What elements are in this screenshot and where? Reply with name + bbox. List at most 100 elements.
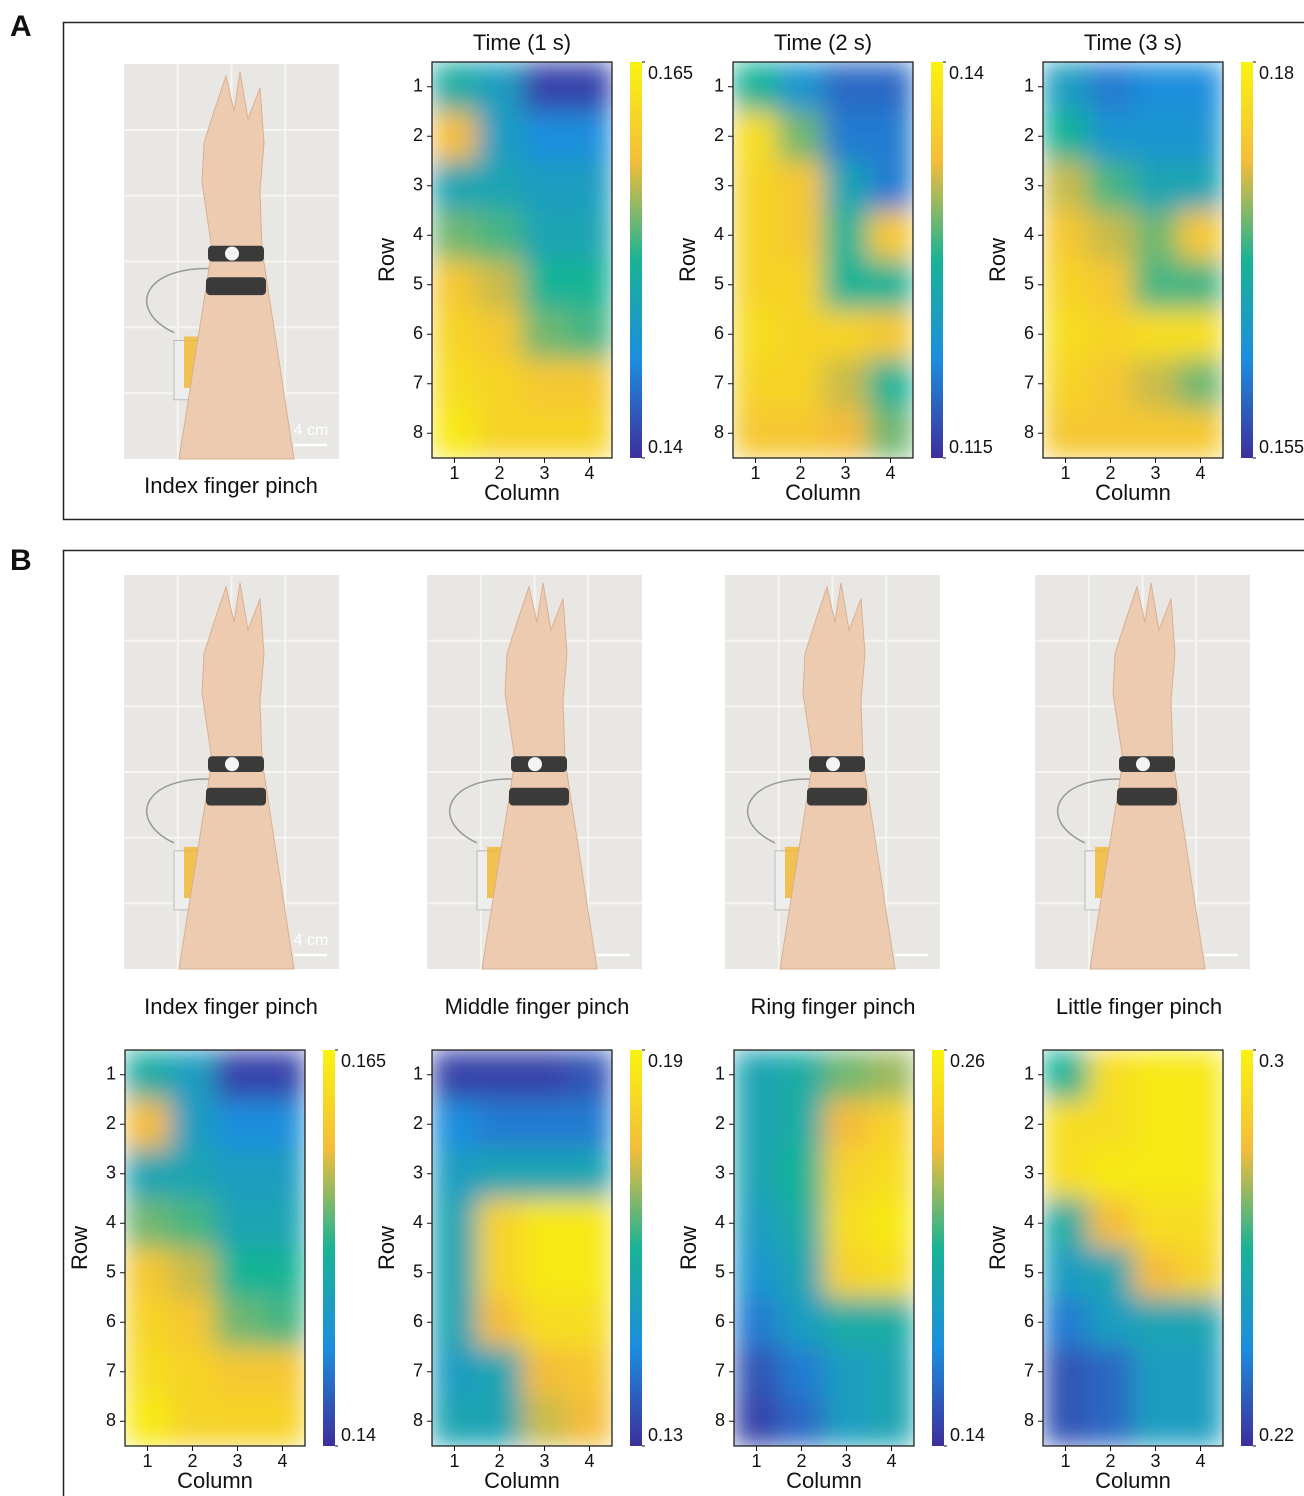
heatmap-cell [170,1050,216,1100]
x-tick-label: 4 [277,1451,287,1471]
heatmap-cell [778,359,824,409]
heatmap-cell [869,1298,915,1348]
x-axis-label: Column [786,1468,862,1493]
heatmap-cell [1178,112,1224,162]
heatmap-cell [522,1347,568,1397]
y-axis-label: Row [374,238,399,282]
y-tick-label: 3 [1024,1163,1034,1183]
y-tick-label: 1 [1024,76,1034,96]
heatmap-cell [170,1397,216,1447]
y-tick-label: 3 [1024,175,1034,195]
heatmap-cell [522,1050,568,1100]
heatmap-cell [779,1397,825,1447]
heatmap-cell [522,1199,568,1249]
heatmap: Time (3 s)123456781234ColumnRow0.1550.18 [985,30,1304,505]
heatmap-cell [733,112,779,162]
heatmap-cell [1043,409,1089,459]
heatmap-cell [1088,310,1134,360]
y-tick-label: 1 [715,1064,725,1084]
heatmap-cell [1178,1298,1224,1348]
heatmap-cells [125,1050,306,1447]
heatmap-cell [1088,359,1134,409]
heatmap-cell [868,409,914,459]
colorbar [1241,62,1253,458]
heatmap-cell [125,1149,171,1199]
heatmap-cell [734,1199,780,1249]
heatmap-cell [1088,1347,1134,1397]
y-tick-label: 6 [413,1311,423,1331]
y-tick-label: 3 [714,175,724,195]
heatmap-cell [432,1149,478,1199]
heatmap-cell [567,211,613,261]
heatmap-cell [824,1298,870,1348]
y-tick-label: 5 [714,274,724,294]
y-axis-label: Row [985,238,1010,282]
photo-caption: Index finger pinch [144,473,318,498]
heatmap-cell [1133,1149,1179,1199]
colorbar [931,62,943,458]
heatmap-cell [522,112,568,162]
y-tick-label: 7 [413,373,423,393]
heatmap-cell [778,112,824,162]
heatmap-cell [1043,1100,1089,1150]
heatmap-cell [1133,1050,1179,1100]
heatmap-cell [1133,1100,1179,1150]
heatmap-cell [734,1248,780,1298]
heatmap-cell [778,62,824,112]
y-tick-label: 4 [413,224,423,244]
y-axis-label: Row [374,1226,399,1270]
heatmap-cell [432,260,478,310]
heatmap-cell [1088,409,1134,459]
heatmap-cell [1178,1199,1224,1249]
photo [1035,575,1250,969]
heatmap-cell [1043,1347,1089,1397]
heatmap-cell [260,1347,306,1397]
photo-caption: Little finger pinch [1056,994,1222,1019]
heatmap-cell [734,1298,780,1348]
chart-title: Time (2 s) [774,30,872,55]
heatmap-cell [522,310,568,360]
wristband [509,788,569,806]
colorbar-tick-label: 0.155 [1259,437,1304,457]
heatmap-cell [823,161,869,211]
heatmap-cell [779,1050,825,1100]
heatmap-cell [260,1397,306,1447]
heatmap-cell [522,1298,568,1348]
y-tick-label: 1 [413,1064,423,1084]
heatmap-cell [1088,1248,1134,1298]
heatmap-cell [1178,359,1224,409]
y-axis-label: Row [985,1226,1010,1270]
heatmap-cell [215,1397,261,1447]
photo: 4 cm [124,64,339,459]
heatmap-cell [778,211,824,261]
heatmap-cell [1133,310,1179,360]
colorbar [630,62,642,458]
heatmap-cell [477,310,523,360]
electrode [826,757,840,771]
heatmap-cell [215,1347,261,1397]
chart-title: Time (3 s) [1084,30,1182,55]
heatmap-cell [567,260,613,310]
heatmap-cell [432,1347,478,1397]
y-tick-label: 1 [106,1064,116,1084]
heatmap-cell [1043,1298,1089,1348]
heatmap-cell [823,409,869,459]
heatmap-cell [522,1248,568,1298]
heatmap-cell [1133,1347,1179,1397]
heatmap-cell [1178,260,1224,310]
y-tick-label: 4 [106,1212,116,1232]
heatmap-cell [1043,112,1089,162]
heatmap-cell [868,260,914,310]
heatmap-cell [477,1050,523,1100]
y-tick-label: 2 [106,1113,116,1133]
y-tick-label: 6 [413,323,423,343]
x-tick-label: 4 [584,463,594,483]
colorbar-tick-label: 0.165 [648,63,693,83]
heatmap-cell [869,1050,915,1100]
y-tick-label: 2 [714,125,724,145]
heatmap-cell [477,409,523,459]
heatmap-cell [778,310,824,360]
heatmap-cell [215,1298,261,1348]
heatmap: 123456781234ColumnRow0.220.3 [985,1050,1294,1493]
heatmap-cell [432,1298,478,1348]
